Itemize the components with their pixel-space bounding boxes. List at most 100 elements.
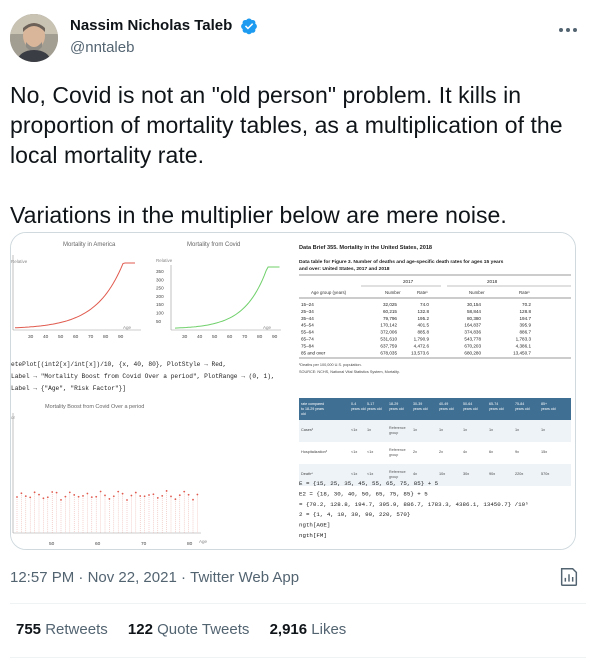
table1-col-header: Number <box>385 290 401 295</box>
table1-cell: 372,006 <box>380 330 397 335</box>
tweet-date[interactable]: Nov 22, 2021 <box>87 569 177 587</box>
table1-cell: 30,154 <box>467 302 481 307</box>
code2-line: ngth[FM] <box>299 532 327 539</box>
table1-subtitle-1: Data table for Figure 3. Number of death… <box>299 259 504 265</box>
chart1-title: Mortality in America <box>63 242 116 248</box>
table2-cell: 4x <box>463 450 467 454</box>
chart1-ylabel: Relative <box>11 259 28 264</box>
tweet-text: No, Covid is not an "old person" problem… <box>10 82 563 228</box>
table2-cell: group <box>389 475 398 479</box>
table2-cell: <1x <box>351 428 357 432</box>
table1-cell: 194.7 <box>520 316 532 321</box>
chart2-xtick: 40 <box>197 334 203 340</box>
table1-cell: 13,573.6 <box>411 350 429 355</box>
chart1-xtick: 30 <box>28 334 34 340</box>
table2-cell: 1x <box>489 428 493 432</box>
table2-cell: 6x <box>489 450 493 454</box>
table1-cell: 80,380 <box>467 316 481 321</box>
likes-label: Likes <box>311 621 347 638</box>
table2-header-cell: to 18-29 years <box>301 407 324 411</box>
chart1-xtick: 40 <box>43 334 49 340</box>
table2-header-cell: 40-49 <box>439 402 448 406</box>
table1-title: Data Brief 355. Mortality in the United … <box>299 245 432 251</box>
avatar[interactable] <box>10 14 58 62</box>
tweet-image[interactable]: Mortality in America Relative 30 40 50 60 70… <box>10 232 576 550</box>
table2-header-cell: 50-64 <box>463 402 472 406</box>
table2-cell: 10x <box>439 472 445 476</box>
chart3-dots <box>16 490 199 533</box>
tweet-time[interactable]: 12:57 PM <box>10 569 75 587</box>
chart2-ylabel: Relative <box>156 258 173 263</box>
table2-cell: 4x <box>413 472 417 476</box>
table1-cell: 678,035 <box>380 350 397 355</box>
author-name[interactable]: Nassim Nicholas Taleb <box>70 17 233 34</box>
analytics-icon[interactable] <box>558 566 580 588</box>
table1-cell: 13,450.7 <box>513 350 531 355</box>
quote-tweets-stat[interactable]: 122 Quote Tweets <box>128 620 249 640</box>
table1-cell: 374,836 <box>464 330 481 335</box>
table1-cell: 128.8 <box>520 309 532 314</box>
table2-header-cell: 5-17 <box>367 402 374 406</box>
table2-cell: Reference <box>389 448 406 452</box>
table2-header-cell: 85+ <box>541 402 547 406</box>
quote-tweets-label: Quote Tweets <box>157 621 250 638</box>
table2-header-cell: 75-84 <box>515 402 524 406</box>
chart2-xticks: 30 40 50 60 70 80 90 <box>182 334 278 340</box>
table2-header-cell: years old <box>439 407 454 411</box>
table1-cell: 45–54 <box>301 323 314 328</box>
table2-cell: <1x <box>351 450 357 454</box>
table2-cell: 220x <box>515 472 523 476</box>
meta-separator: · <box>78 569 84 587</box>
table2-header-cell: years old <box>389 407 404 411</box>
likes-stat[interactable]: 2,916 Likes <box>270 620 347 640</box>
chart2-xtick: 60 <box>227 334 233 340</box>
chart2-curve <box>174 266 280 329</box>
table1-cell: 170,142 <box>380 323 397 328</box>
divider-bottom <box>10 657 586 658</box>
table1-col-header: Number <box>469 290 485 295</box>
retweets-count: 755 <box>16 621 42 638</box>
table1-cell: 58,844 <box>467 309 481 314</box>
chart2-xtick: 50 <box>212 334 218 340</box>
chart1-xtick: 80 <box>103 334 109 340</box>
code-line-3: Label → {"Age", "Risk Factor"}] <box>11 385 126 392</box>
table2-cell: <1x <box>367 472 373 476</box>
table1-cell: 55–64 <box>301 330 314 335</box>
table1-footnote-1: ¹Deaths per 100,000 U.S. population. <box>299 363 362 367</box>
table2-cell: 1x <box>413 428 417 432</box>
chart3-xtick: 60 <box>95 541 101 547</box>
table1-cell: 531,610 <box>380 337 397 342</box>
table2-cell: Hospitalization³ <box>301 450 328 454</box>
table1-col-header: Rate¹ <box>519 290 530 295</box>
tweet-source[interactable]: Twitter Web App <box>190 569 300 587</box>
tweet-meta: 12:57 PM · Nov 22, 2021 · Twitter Web Ap… <box>10 568 299 588</box>
retweets-stat[interactable]: 755 Retweets <box>16 620 108 640</box>
chart1-xticks: 30 40 50 60 70 80 90 <box>28 334 124 340</box>
table2-cell: 1x <box>367 428 371 432</box>
table2-cell: Death⁴ <box>301 472 313 476</box>
table2-header-cell: years old <box>463 407 478 411</box>
table1-cell: 79,796 <box>383 316 397 321</box>
table1-cell: 670,203 <box>464 343 481 348</box>
table2-cell: Reference <box>389 470 406 474</box>
chart1-xtick: 70 <box>88 334 94 340</box>
table2-header-cell: rate compared <box>301 402 324 406</box>
table1-cell: 885.8 <box>418 330 430 335</box>
chart2-xtick: 90 <box>272 334 278 340</box>
table1-cell: 886.7 <box>520 330 532 335</box>
table1-cell: 35–44 <box>301 316 314 321</box>
table2-cell: 570x <box>541 472 549 476</box>
table1-cell: 4,472.6 <box>414 343 430 348</box>
more-options-icon[interactable] <box>556 18 580 42</box>
chart3-xlabel: Age <box>199 539 208 544</box>
table2-cell: Reference <box>389 426 406 430</box>
table1-cell: 15–24 <box>301 302 314 307</box>
table1-cell: 32,025 <box>383 302 397 307</box>
table1-col-header: Age group (years) <box>311 290 347 295</box>
table2-header-cell: years old <box>367 407 382 411</box>
table1-cell: 75–84 <box>301 343 314 348</box>
author-handle[interactable]: @nntaleb <box>70 39 135 56</box>
chart1-curve <box>14 262 135 329</box>
